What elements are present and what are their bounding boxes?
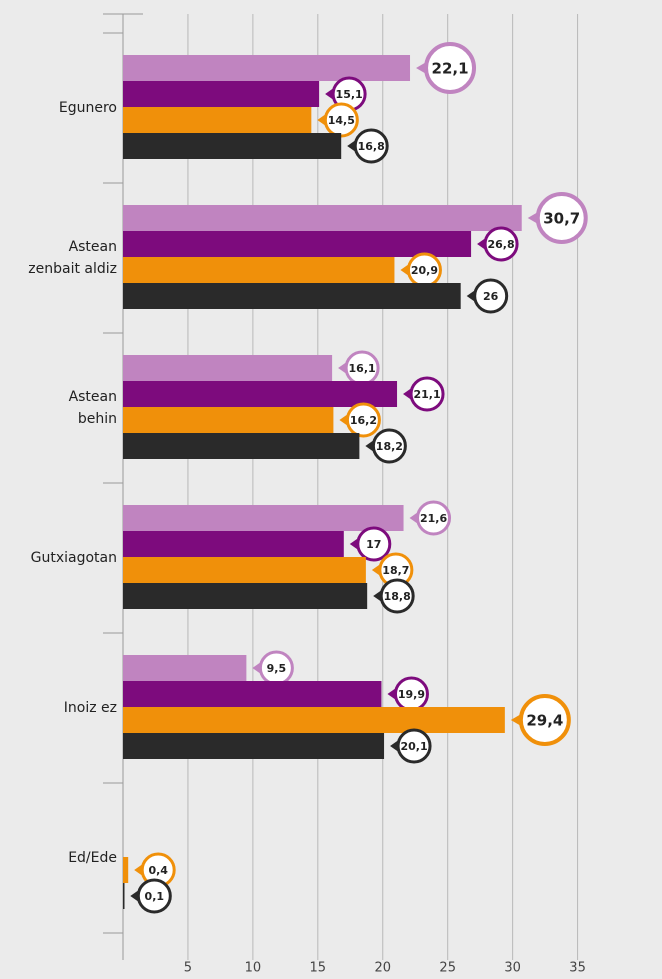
value-label: 26 [483,290,499,303]
value-label: 14,5 [328,114,355,127]
bubble [396,728,432,764]
bubble [409,376,445,412]
bar [123,133,342,159]
bar [123,81,320,107]
value-label: 30,7 [543,210,580,228]
bar [123,55,411,81]
value-label: 18,7 [382,564,409,577]
bar [123,231,472,257]
x-tick-label: 30 [504,961,521,976]
value-bubble: 19,9 [387,676,429,712]
bar [123,257,395,283]
bubble [424,42,477,94]
value-label: 0,4 [148,864,168,877]
bubble [416,500,452,536]
category-label: Gutxiagotan [30,550,117,566]
value-bubble: 16,1 [338,350,380,386]
value-label: 18,2 [376,440,403,453]
value-label: 15,1 [336,88,363,101]
x-tick-label: 20 [374,961,391,976]
bar [123,433,360,459]
value-label: 26,8 [488,238,515,251]
value-bubble: 21,6 [409,500,452,536]
bubble [535,192,588,244]
bar [123,583,368,609]
value-bubble: 16,8 [347,128,389,164]
value-label: 9,5 [267,662,287,675]
bar [123,655,247,681]
bar [123,283,461,309]
value-label: 22,1 [432,60,469,78]
bar [123,407,334,433]
value-label: 29,4 [526,712,563,730]
bubble [371,428,407,464]
bubble [323,102,359,138]
value-bubble: 14,5 [317,102,359,138]
value-label: 21,6 [420,512,447,525]
value-bubble: 22,1 [416,42,477,94]
category-label: Astean zenbait aldiz [28,239,117,277]
value-label: 16,1 [349,362,376,375]
bubble [518,694,571,746]
value-label: 16,2 [350,414,377,427]
bubble [483,226,519,262]
value-label: 20,9 [411,264,438,277]
value-bubble: 30,7 [527,192,588,244]
bar [123,205,522,231]
bar [123,733,385,759]
value-bubble: 0,4 [134,852,176,888]
bubble [136,878,172,914]
bar [123,707,505,733]
bar [123,355,333,381]
bubble [345,402,381,438]
bar [123,505,404,531]
bar [123,531,344,557]
value-bubble: 9,5 [252,650,294,686]
x-tick-label: 10 [245,961,262,976]
bar [123,557,366,583]
value-bubble: 15,1 [325,76,367,112]
value-label: 16,8 [358,140,385,153]
value-bubble: 20,1 [390,728,432,764]
x-tick-label: 5 [184,961,192,976]
value-label: 19,9 [398,688,425,701]
value-label: 17 [366,538,381,551]
category-label: Astean behin [68,389,117,427]
value-bubble: 18,8 [373,578,415,614]
bar [123,857,129,883]
category-label: Inoiz ez [63,700,117,716]
bubble [353,128,389,164]
x-tick-label: 35 [569,961,586,976]
bar [123,381,398,407]
value-label: 0,1 [145,890,165,903]
value-bubble: 17 [349,526,392,562]
bubble [379,578,415,614]
value-bubble: 29,4 [510,694,571,746]
value-label: 21,1 [413,388,440,401]
value-bubble: 26,8 [477,226,519,262]
bar [123,681,382,707]
x-tick-label: 25 [439,961,456,976]
value-label: 20,1 [400,740,427,753]
value-bubble: 20,9 [400,252,442,288]
bar [123,883,125,909]
category-label: Egunero [58,100,117,116]
value-bubble: 0,1 [130,878,172,914]
value-bubble: 21,1 [403,376,445,412]
bubble [473,278,509,314]
category-label: Ed/Ede [68,850,117,866]
bubble [356,526,392,562]
value-bubble: 18,2 [365,428,407,464]
value-bubble: 26 [466,278,509,314]
value-label: 18,8 [384,590,411,603]
value-bubble: 16,2 [339,402,381,438]
bar [123,107,312,133]
x-tick-label: 15 [310,961,327,976]
